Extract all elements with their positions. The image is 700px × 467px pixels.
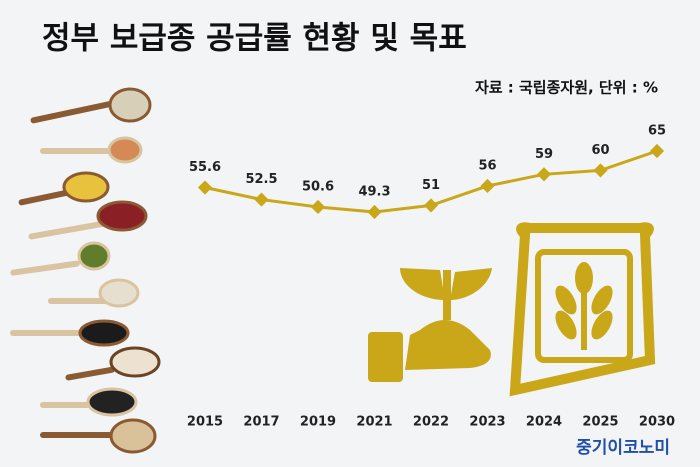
value-label: 50.6: [302, 179, 334, 194]
marker: [593, 163, 608, 178]
marker: [367, 204, 382, 220]
x-tick-label: 2024: [526, 415, 562, 430]
marker: [649, 143, 665, 159]
x-tick-label: 2030: [639, 415, 675, 430]
x-tick-label: 2022: [413, 415, 449, 430]
source-note: 자료 : 국립종자원, 단위 : %: [475, 79, 658, 97]
marker: [310, 199, 326, 215]
value-label: 55.6: [189, 160, 221, 175]
value-label: 59: [535, 147, 553, 162]
chart-title: 정부 보급종 공급률 현황 및 목표: [42, 21, 467, 57]
value-label: 65: [648, 124, 666, 139]
value-label: 52.5: [245, 172, 277, 187]
marker: [423, 198, 439, 213]
marker: [536, 167, 552, 182]
seed-icons: [368, 222, 656, 397]
spoons-illustration: [10, 87, 161, 454]
x-tick-label: 2021: [356, 415, 392, 430]
brand: 중기이코노미: [576, 438, 670, 458]
x-tick-label: 2019: [300, 415, 336, 430]
x-tick-label: 2023: [469, 415, 505, 430]
value-label: 51: [422, 178, 440, 193]
marker: [254, 192, 269, 207]
x-tick-label: 2015: [187, 415, 223, 430]
value-label: 49.3: [358, 185, 390, 200]
x-tick-label: 2025: [582, 415, 618, 430]
marker: [480, 178, 495, 194]
value-label: 60: [591, 143, 609, 158]
x-tick-label: 2017: [243, 415, 279, 430]
value-label: 56: [478, 158, 496, 173]
marker: [197, 180, 213, 195]
